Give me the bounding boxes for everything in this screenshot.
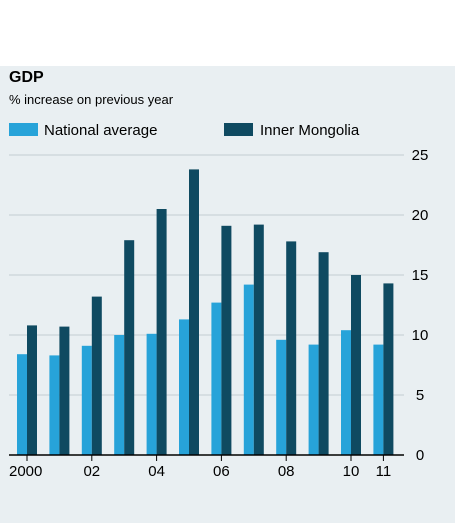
legend-swatch-inner-mongolia	[224, 123, 253, 136]
y-tick-label-25: 25	[412, 147, 429, 164]
bar-national-average-2003	[114, 335, 125, 455]
bar-national-average-2001	[49, 355, 60, 455]
bar-national-average-2000	[17, 354, 27, 455]
x-tick-label-11: 11	[376, 463, 392, 480]
bar-inner-mongolia-2008	[286, 241, 297, 455]
legend-label-inner-mongolia: Inner Mongolia	[260, 122, 360, 139]
bar-national-average-2010	[341, 330, 351, 455]
axes: 0 5 10 15 20 25 2000 02 04 06 08 10 11	[9, 147, 428, 480]
bar-inner-mongolia-2006	[221, 225, 232, 455]
legend-label-national-average: National average	[44, 122, 157, 139]
y-tick-label-10: 10	[412, 327, 429, 344]
y-tick-label-20: 20	[412, 207, 429, 224]
bar-inner-mongolia-2009	[318, 252, 329, 455]
bar-inner-mongolia-2010	[351, 275, 361, 455]
bar-national-average-2006	[211, 302, 222, 455]
bar-national-average-2008	[276, 339, 287, 455]
grid-lines	[9, 154, 404, 396]
bar-inner-mongolia-2011	[383, 283, 394, 455]
bar-inner-mongolia-2001	[59, 326, 70, 455]
x-tick-label-06: 06	[213, 463, 230, 480]
bar-inner-mongolia-2000	[27, 325, 37, 455]
x-tick-label-04: 04	[148, 463, 165, 480]
x-tick-label-08: 08	[278, 463, 295, 480]
bar-national-average-2005	[179, 319, 189, 455]
bar-national-average-2002	[81, 345, 92, 455]
bars	[17, 169, 394, 455]
gdp-bar-chart: GDP % increase on previous year National…	[9, 69, 428, 480]
bar-national-average-2009	[308, 344, 319, 455]
x-tick-label-02: 02	[83, 463, 100, 480]
chart-panel: GDP % increase on previous year National…	[0, 66, 455, 523]
bar-inner-mongolia-2005	[189, 169, 199, 455]
bar-inner-mongolia-2004	[156, 209, 167, 455]
y-tick-label-15: 15	[412, 267, 429, 284]
bar-national-average-2011	[373, 344, 384, 455]
bar-inner-mongolia-2002	[91, 296, 102, 455]
bar-inner-mongolia-2007	[253, 224, 264, 455]
y-tick-label-0: 0	[416, 447, 424, 464]
legend-swatch-national-average	[9, 123, 38, 136]
y-tick-label-5: 5	[416, 387, 424, 404]
chart-title: GDP	[9, 69, 44, 86]
bar-inner-mongolia-2003	[124, 240, 135, 455]
bar-national-average-2007	[243, 284, 254, 455]
bar-national-average-2004	[146, 333, 157, 455]
x-tick-label-2000: 2000	[9, 463, 42, 480]
x-tick-label-10: 10	[343, 463, 360, 480]
chart-subtitle: % increase on previous year	[9, 92, 174, 107]
